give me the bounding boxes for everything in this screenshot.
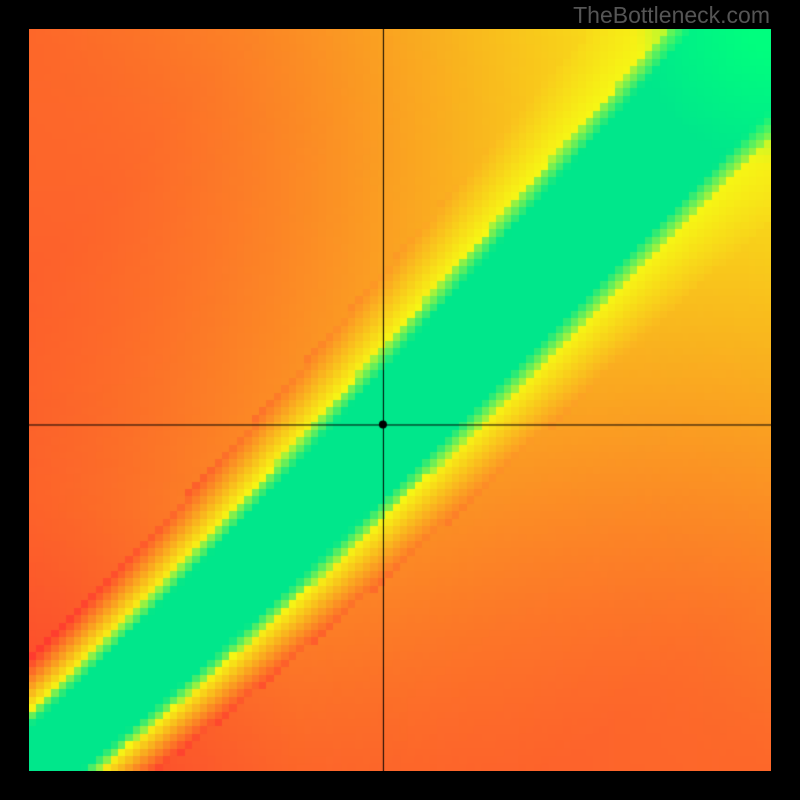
watermark-text: TheBottleneck.com (573, 2, 770, 29)
chart-container: TheBottleneck.com (0, 0, 800, 800)
bottleneck-heatmap (29, 29, 771, 771)
